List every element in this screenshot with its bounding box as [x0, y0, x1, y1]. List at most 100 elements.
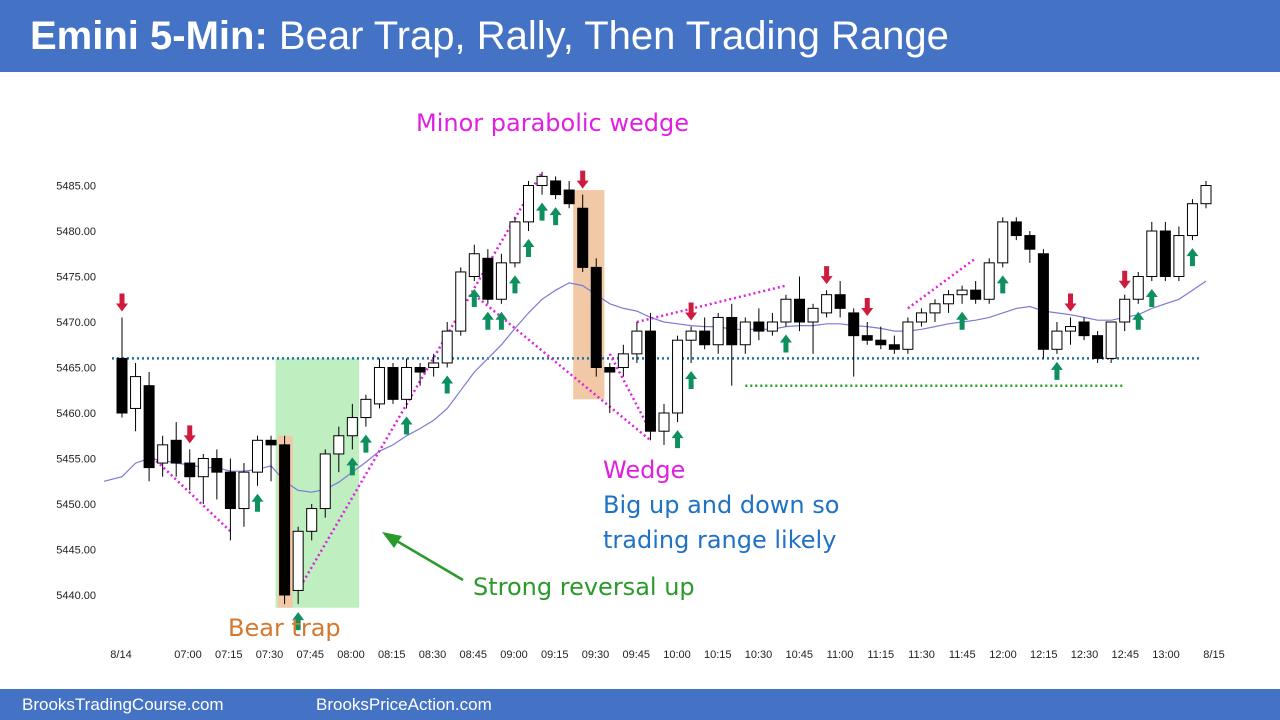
x-tick-label: 11:00 — [827, 649, 854, 661]
candle — [902, 317, 914, 354]
annotation-bear-trap: Bear trap — [228, 614, 341, 642]
bear-candle-body — [279, 444, 291, 596]
candle — [563, 180, 575, 209]
x-tick-label: 11:45 — [949, 649, 976, 661]
bull-candle-body — [658, 412, 670, 432]
candle — [143, 372, 155, 482]
candle — [170, 422, 182, 477]
bull-candle-body — [428, 362, 440, 369]
bull-candle-body — [373, 367, 385, 405]
bull-candle-body — [807, 307, 819, 323]
candle — [1037, 249, 1049, 359]
up-arrow-icon — [468, 289, 481, 308]
bull-candle-body — [455, 271, 467, 332]
candle — [997, 217, 1009, 268]
up-arrow-icon — [671, 430, 684, 449]
candle — [346, 403, 358, 450]
bull-candle-body — [360, 398, 372, 419]
bear-candle-body — [875, 339, 887, 346]
candle — [279, 435, 291, 605]
x-tick-label: 08:45 — [459, 649, 487, 661]
up-arrow-icon — [346, 457, 359, 476]
candle — [292, 526, 304, 605]
bull-candle-body — [292, 530, 304, 591]
bull-candle-body — [943, 294, 955, 305]
up-arrow-icon — [495, 311, 508, 330]
candle — [712, 312, 724, 354]
bull-candle-body — [902, 321, 914, 350]
bull-candle-body — [821, 294, 833, 314]
candle — [970, 281, 982, 304]
candle — [699, 317, 711, 350]
candle — [672, 335, 684, 423]
y-tick-label: 5450.00 — [56, 499, 96, 511]
candle — [184, 449, 196, 491]
annotation-wedge: Wedge — [603, 456, 685, 484]
wedge-line-4 — [608, 353, 652, 432]
candle — [224, 458, 236, 541]
footer-link-price-action[interactable]: BrooksPriceAction.com — [316, 695, 492, 714]
candle — [631, 322, 643, 363]
title-bar: Emini 5-Min: Bear Trap, Rally, Then Trad… — [0, 0, 1280, 72]
candle — [211, 449, 223, 500]
bull-candle-body — [1119, 298, 1131, 323]
x-tick-label: 10:30 — [745, 649, 773, 661]
candle — [1146, 221, 1158, 282]
up-arrow-icon — [685, 370, 698, 389]
y-tick-label: 5470.00 — [56, 317, 96, 329]
candle — [983, 258, 995, 304]
candle — [834, 281, 846, 318]
bull-candle-body — [766, 321, 778, 332]
wedge-line-2 — [297, 171, 544, 592]
candle — [753, 308, 765, 341]
candle — [915, 308, 927, 327]
footer-link-trading-course[interactable]: BrooksTradingCourse.com — [22, 695, 224, 714]
chart-title-bold: Emini 5-Min: — [30, 14, 268, 58]
bull-candle-body — [238, 471, 250, 510]
x-tick-label: 07:00 — [174, 649, 202, 661]
bull-candle-body — [712, 316, 724, 346]
bull-candle-body — [1051, 330, 1063, 350]
candle — [658, 403, 670, 445]
bull-candle-body — [997, 221, 1009, 264]
bear-candle-body — [1078, 321, 1090, 337]
y-tick-label: 5460.00 — [56, 408, 96, 420]
down-arrow-icon — [1118, 270, 1131, 289]
bear-candle-body — [224, 471, 236, 510]
candle — [1200, 180, 1212, 209]
bear-candle-body — [482, 257, 494, 300]
bull-candle-body — [631, 330, 643, 355]
candle — [401, 358, 413, 409]
up-arrow-icon — [1145, 289, 1158, 308]
annotation-big-up-down-line1: Big up and down so — [603, 491, 839, 519]
candle — [617, 344, 629, 377]
bear-candle-body — [1092, 335, 1104, 359]
candle — [360, 394, 372, 427]
bull-candle-body — [319, 453, 331, 510]
bear-candle-body — [577, 207, 589, 268]
up-arrow-icon — [251, 493, 264, 512]
up-arrow-icon — [549, 207, 562, 226]
bear-candle-body — [1010, 221, 1022, 237]
bull-candle-body — [685, 330, 697, 341]
bull-candle-body — [1105, 321, 1117, 359]
down-arrow-icon — [116, 293, 128, 312]
down-arrow-icon — [685, 302, 698, 321]
y-axis-labels: 5440.00 5445.00 5450.00 5455.00 5460.00 5465.… — [56, 181, 96, 603]
candle — [604, 362, 616, 413]
x-tick-label: 10:15 — [704, 649, 732, 661]
x-tick-label: 11:15 — [867, 649, 894, 661]
bear-candle-body — [834, 294, 846, 309]
bull-candle-body — [197, 458, 209, 478]
candle — [319, 449, 331, 518]
bull-candle-body — [509, 221, 521, 264]
candle — [1078, 317, 1090, 341]
up-arrow-icon — [1132, 311, 1145, 330]
wedge-line-5 — [636, 284, 787, 324]
candle — [766, 312, 778, 336]
bull-candle-body — [523, 185, 534, 223]
up-arrow-icon — [481, 311, 494, 330]
candle — [1010, 217, 1022, 241]
candle — [726, 303, 738, 386]
candle — [685, 326, 697, 363]
